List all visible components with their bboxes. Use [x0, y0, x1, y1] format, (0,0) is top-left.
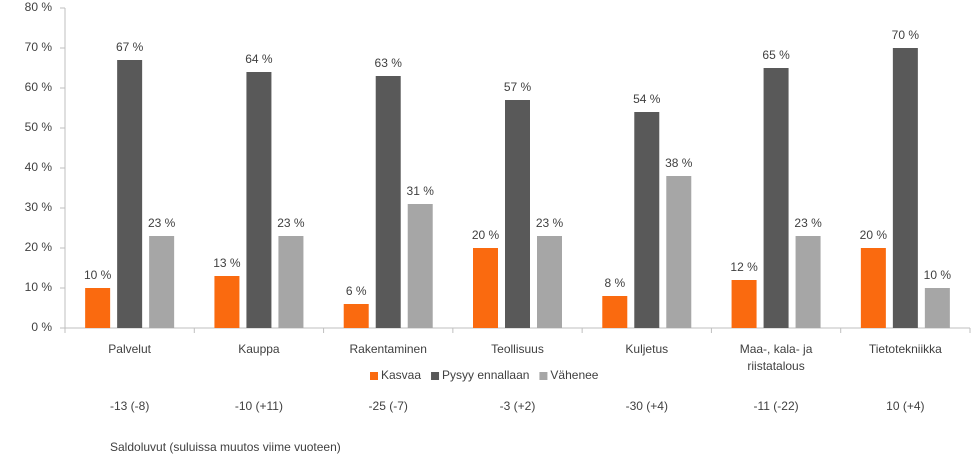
bar — [924, 288, 950, 328]
bar — [602, 296, 628, 328]
saldo-label: -25 (-7) — [368, 399, 408, 413]
bar — [731, 280, 757, 328]
x-tick-label: Maa-, kala- ja riistatalous — [739, 342, 813, 373]
y-tick-label: 30 % — [25, 200, 53, 214]
legend-label: Vähenee — [550, 368, 598, 382]
bar — [892, 48, 918, 328]
saldo-label: -30 (+4) — [625, 399, 668, 413]
value-label: 70 % — [892, 28, 920, 42]
bar — [278, 236, 304, 328]
y-tick-label: 40 % — [25, 160, 53, 174]
y-tick-label: 80 % — [25, 0, 53, 14]
value-label: 12 % — [730, 260, 758, 274]
bar — [407, 204, 433, 328]
bar — [214, 276, 240, 328]
value-label: 23 % — [536, 216, 564, 230]
x-tick-label: Tietotekniikka — [868, 342, 942, 356]
legend-swatch — [370, 372, 378, 380]
y-tick-label: 70 % — [25, 40, 53, 54]
bar — [343, 304, 369, 328]
value-label: 65 % — [762, 48, 790, 62]
bar — [537, 236, 562, 328]
bar — [634, 112, 660, 328]
note: Saldoluvut (suluissa muutos viime vuotee… — [110, 440, 341, 454]
value-label: 23 % — [277, 216, 305, 230]
x-tick-label: Kuljetus — [625, 342, 669, 356]
bar — [246, 72, 272, 328]
value-label: 20 % — [472, 228, 500, 242]
legend-label: Kasvaa — [381, 368, 421, 382]
saldo-label: -10 (+11) — [234, 399, 283, 413]
saldo-label: -13 (-8) — [109, 399, 150, 413]
x-tick-label: Teollisuus — [491, 342, 544, 356]
y-tick-label: 50 % — [25, 120, 53, 134]
y-tick-label: 60 % — [25, 80, 53, 94]
bar — [85, 288, 111, 328]
value-label: 64 % — [245, 52, 273, 66]
bar — [763, 68, 789, 328]
value-label: 13 % — [213, 256, 241, 270]
bar — [505, 100, 530, 328]
bar — [666, 176, 692, 328]
bar — [795, 236, 821, 328]
value-label: 63 % — [375, 56, 403, 70]
bar — [149, 236, 175, 328]
value-label: 38 % — [665, 156, 693, 170]
y-tick-label: 10 % — [25, 280, 53, 294]
saldo-label: -11 (-22) — [753, 399, 799, 413]
legend-swatch — [539, 372, 548, 380]
saldo-label: 10 (+4) — [886, 399, 925, 413]
value-label: 57 % — [504, 80, 532, 94]
y-tick-label: 20 % — [25, 240, 53, 254]
legend-label: Pysyy ennallaan — [442, 368, 529, 382]
value-label: 8 % — [604, 276, 625, 290]
value-label: 23 % — [148, 216, 176, 230]
value-label: 6 % — [346, 284, 367, 298]
bar — [375, 76, 401, 328]
bar — [473, 248, 498, 328]
x-tick-label: Palvelut — [108, 342, 151, 356]
value-label: 31 % — [407, 184, 435, 198]
value-label: 54 % — [633, 92, 661, 106]
value-label: 10 % — [924, 268, 952, 282]
value-label: 20 % — [860, 228, 888, 242]
bar — [117, 60, 143, 328]
x-tick-label: Kauppa — [238, 342, 280, 356]
x-tick-label: Rakentaminen — [349, 342, 427, 356]
legend-swatch — [431, 372, 440, 380]
value-label: 23 % — [794, 216, 822, 230]
bar — [860, 248, 886, 328]
y-tick-label: 0 % — [31, 320, 52, 334]
saldo-label: -3 (+2) — [499, 399, 536, 413]
value-label: 10 % — [84, 268, 112, 282]
value-label: 67 % — [116, 40, 144, 54]
